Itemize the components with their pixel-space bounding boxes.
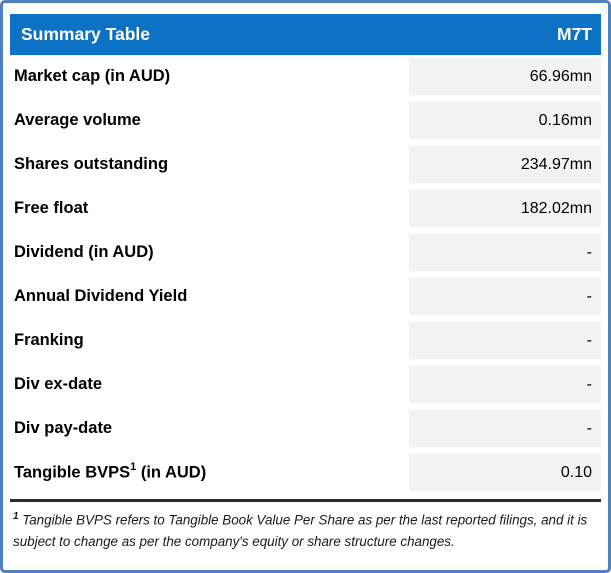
footnote: 1 Tangible BVPS refers to Tangible Book … — [10, 502, 601, 553]
row-value: - — [586, 419, 592, 437]
row-label: Annual Dividend Yield — [14, 287, 188, 305]
table-row: Market cap (in AUD) 66.96mn — [10, 58, 601, 95]
row-value-cell: 0.10 — [409, 454, 601, 491]
table-row: Div ex-date - — [10, 366, 601, 403]
row-value: - — [586, 287, 592, 305]
row-label: Average volume — [14, 111, 141, 129]
table-row: Dividend (in AUD) - — [10, 234, 601, 271]
row-value-cell: 182.02mn — [409, 190, 601, 227]
table-bottom-divider — [10, 499, 601, 502]
table-rows: Market cap (in AUD) 66.96mn Average volume… — [10, 58, 601, 491]
row-label: Tangible BVPS1 (in AUD) — [14, 461, 207, 482]
row-value: 66.96mn — [529, 67, 592, 85]
row-value-cell: - — [409, 322, 601, 359]
row-label-suffix: (in AUD) — [136, 463, 207, 482]
row-value-cell: - — [409, 234, 601, 271]
header-ticker: M7T — [557, 24, 592, 44]
footnote-superscript: 1 — [13, 511, 19, 522]
row-label: Shares outstanding — [14, 155, 169, 173]
row-value-cell: - — [409, 278, 601, 315]
header-title: Summary Table — [21, 24, 151, 44]
table-row: Free float 182.02mn — [10, 190, 601, 227]
row-value: 234.97mn — [520, 155, 592, 173]
row-value-cell: - — [409, 410, 601, 447]
table-row: Average volume 0.16mn — [10, 102, 601, 139]
row-label-superscript: 1 — [130, 461, 137, 474]
row-label: Div ex-date — [14, 375, 103, 393]
row-value-cell: 234.97mn — [409, 146, 601, 183]
row-label: Dividend (in AUD) — [14, 243, 154, 261]
row-value: - — [586, 331, 592, 349]
row-value: 0.10 — [560, 463, 592, 481]
footnote-text: Tangible BVPS refers to Tangible Book Va… — [13, 512, 588, 550]
table-row: Tangible BVPS1 (in AUD) 0.10 — [10, 454, 601, 491]
row-value: - — [586, 243, 592, 261]
row-label: Franking — [14, 331, 84, 349]
row-value: 0.16mn — [538, 111, 592, 129]
row-value-cell: 66.96mn — [409, 58, 601, 95]
table-row: Annual Dividend Yield - — [10, 278, 601, 315]
row-value-cell: 0.16mn — [409, 102, 601, 139]
table-row: Div pay-date - — [10, 410, 601, 447]
table-row: Shares outstanding 234.97mn — [10, 146, 601, 183]
row-label: Market cap (in AUD) — [14, 67, 171, 85]
table-header: Summary Table M7T — [10, 14, 601, 55]
row-value: 182.02mn — [520, 199, 592, 217]
row-label: Free float — [14, 199, 89, 217]
row-value: - — [586, 375, 592, 393]
row-value-cell: - — [409, 366, 601, 403]
row-label: Div pay-date — [14, 419, 113, 437]
table-row: Franking - — [10, 322, 601, 359]
